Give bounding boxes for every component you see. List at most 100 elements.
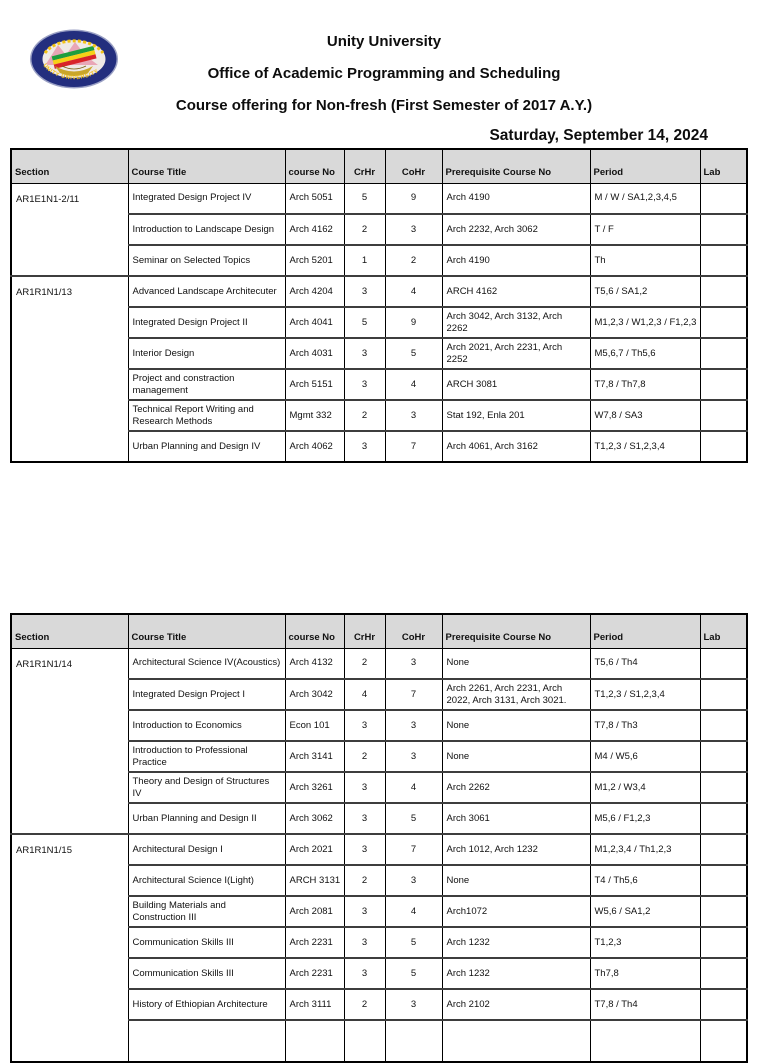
prereq-cell: Arch 1232 bbox=[441, 926, 591, 958]
course-no-cell: Arch 3141 bbox=[284, 740, 345, 772]
course-no-cell: Arch 4062 bbox=[284, 430, 345, 462]
period-cell: Th bbox=[589, 244, 701, 276]
course-row: AR1R1N1/13 Advanced Landscape Architecute… bbox=[10, 275, 748, 462]
lab-cell bbox=[699, 864, 748, 896]
prereq-cell: Arch 1232 bbox=[441, 957, 591, 989]
title-cell: Urban Planning and Design II bbox=[127, 802, 286, 834]
cohr-cell: 5 bbox=[384, 926, 443, 958]
crhr-cell: 3 bbox=[343, 895, 386, 927]
prereq-cell: Arch 4190 bbox=[441, 183, 591, 214]
crhr-cell: 1 bbox=[343, 244, 386, 276]
crhr-cell: 3 bbox=[343, 802, 386, 834]
lab-cell bbox=[699, 895, 748, 927]
cohr-cell: 3 bbox=[384, 648, 443, 679]
prereq-cell: Stat 192, Enla 201 bbox=[441, 399, 591, 431]
period-cell: T1,2,3 / S1,2,3,4 bbox=[589, 430, 701, 462]
title-cell: Communication Skills III bbox=[127, 926, 286, 958]
course-row: Interior Design Arch 4031 3 5 Arch 2021, Arc… bbox=[11, 337, 748, 369]
period-cell: T5,6 / SA1,2 bbox=[589, 275, 701, 307]
course-row: Technical Report Writing and Research Me… bbox=[11, 399, 748, 431]
section-cell: AR1R1N1/13 bbox=[10, 275, 129, 462]
period-cell: T4 / Th5,6 bbox=[589, 864, 701, 896]
crhr-cell: 3 bbox=[343, 926, 386, 958]
period-cell: T5,6 / Th4 bbox=[589, 648, 701, 679]
course-row: Introduction to Professional Practice Arc… bbox=[11, 740, 748, 772]
title-cell: Architectural Science I(Light) bbox=[127, 864, 286, 896]
course-row: AR1R1N1/14 Architectural Science IV(Acous… bbox=[10, 648, 748, 834]
prereq-cell: Arch 3061 bbox=[441, 802, 591, 834]
course-row: Introduction to Economics Econ 101 3 3 None T… bbox=[11, 709, 748, 741]
course-no-cell: Arch 4031 bbox=[284, 337, 345, 369]
course-no-cell: Arch 3062 bbox=[284, 802, 345, 834]
cohr-cell: 9 bbox=[384, 183, 443, 214]
title-cell bbox=[127, 1019, 286, 1062]
period-cell: M1,2 / W3,4 bbox=[589, 771, 701, 803]
title-cell: Project and constraction management bbox=[127, 368, 286, 400]
column-header-course_no: course No bbox=[284, 613, 345, 649]
prereq-cell: None bbox=[441, 648, 591, 679]
prereq-cell: Arch 2232, Arch 3062 bbox=[441, 213, 591, 245]
lab-cell bbox=[699, 275, 748, 307]
crhr-cell: 2 bbox=[343, 864, 386, 896]
course-row: Seminar on Selected Topics Arch 5201 1 2 Arc… bbox=[11, 244, 748, 276]
course-no-cell: Arch 4204 bbox=[284, 275, 345, 307]
course-row: Integrated Design Project II Arch 4041 5 9 A… bbox=[11, 306, 748, 338]
column-header-cohr: CoHr bbox=[384, 613, 443, 649]
course-row: Communication Skills III Arch 2231 3 5 Arch … bbox=[11, 957, 748, 989]
column-header-period: Period bbox=[589, 613, 701, 649]
lab-cell bbox=[699, 244, 748, 276]
crhr-cell: 3 bbox=[343, 833, 386, 865]
title-cell: Communication Skills III bbox=[127, 957, 286, 989]
course-no-cell: Arch 5201 bbox=[284, 244, 345, 276]
crhr-cell: 2 bbox=[343, 740, 386, 772]
period-cell: T / F bbox=[589, 213, 701, 245]
section-cell: AR1E1N1-2/11 bbox=[10, 183, 129, 276]
title-cell: History of Ethiopian Architecture bbox=[127, 988, 286, 1020]
cohr-cell: 7 bbox=[384, 678, 443, 710]
crhr-cell: 2 bbox=[343, 213, 386, 245]
course-row: AR1R1N1/15 Architectural Design I Arch 202… bbox=[10, 833, 748, 1062]
lab-cell bbox=[699, 183, 748, 214]
title-cell: Introduction to Landscape Design bbox=[127, 213, 286, 245]
prereq-cell: Arch 2261, Arch 2231, Arch 2022, Arch 31… bbox=[441, 678, 591, 710]
page-title: Unity University bbox=[326, 33, 442, 50]
title-cell: Seminar on Selected Topics bbox=[127, 244, 286, 276]
period-cell: T7,8 / Th3 bbox=[589, 709, 701, 741]
period-cell: M5,6 / F1,2,3 bbox=[589, 802, 701, 834]
prereq-cell: Arch 3042, Arch 3132, Arch 2262 bbox=[441, 306, 591, 338]
lab-cell bbox=[699, 678, 748, 710]
lab-cell bbox=[699, 802, 748, 834]
period-cell bbox=[589, 1019, 701, 1062]
course-no-cell: Arch 5151 bbox=[284, 368, 345, 400]
course-no-cell: Arch 2231 bbox=[284, 926, 345, 958]
cohr-cell bbox=[384, 1019, 443, 1062]
cohr-cell: 2 bbox=[384, 244, 443, 276]
period-cell: W5,6 / SA1,2 bbox=[589, 895, 701, 927]
crhr-cell: 5 bbox=[343, 183, 386, 214]
course-row: Introduction to Landscape Design Arch 416… bbox=[11, 213, 748, 245]
title-cell: Advanced Landscape Architecuter bbox=[127, 275, 286, 307]
prereq-cell bbox=[441, 1019, 591, 1062]
course-row: Project and constraction management Arch … bbox=[11, 368, 748, 400]
course-no-cell: Arch 2021 bbox=[284, 833, 345, 865]
prereq-cell: Arch 4190 bbox=[441, 244, 591, 276]
column-header-crhr: CrHr bbox=[343, 613, 386, 649]
column-header-cohr: CoHr bbox=[384, 148, 443, 184]
title-cell: Architectural Design I bbox=[127, 833, 286, 865]
cohr-cell: 9 bbox=[384, 306, 443, 338]
cohr-cell: 3 bbox=[384, 399, 443, 431]
cohr-cell: 4 bbox=[384, 895, 443, 927]
prereq-cell: Arch 1012, Arch 1232 bbox=[441, 833, 591, 865]
university-logo: UNITY UNIVERSITY bbox=[28, 28, 120, 90]
title-cell: Integrated Design Project I bbox=[127, 678, 286, 710]
table-header: Section Course Title course No CrHr CoHr Prer… bbox=[10, 613, 748, 649]
period-cell: T7,8 / Th4 bbox=[589, 988, 701, 1020]
course-no-cell: Econ 101 bbox=[284, 709, 345, 741]
crhr-cell: 3 bbox=[343, 771, 386, 803]
period-cell: T7,8 / Th7,8 bbox=[589, 368, 701, 400]
column-header-title: Course Title bbox=[127, 148, 286, 184]
crhr-cell: 3 bbox=[343, 275, 386, 307]
column-header-section: Section bbox=[10, 613, 129, 649]
crhr-cell: 2 bbox=[343, 988, 386, 1020]
course-row: Architectural Science I(Light) ARCH 3131 2… bbox=[11, 864, 748, 896]
